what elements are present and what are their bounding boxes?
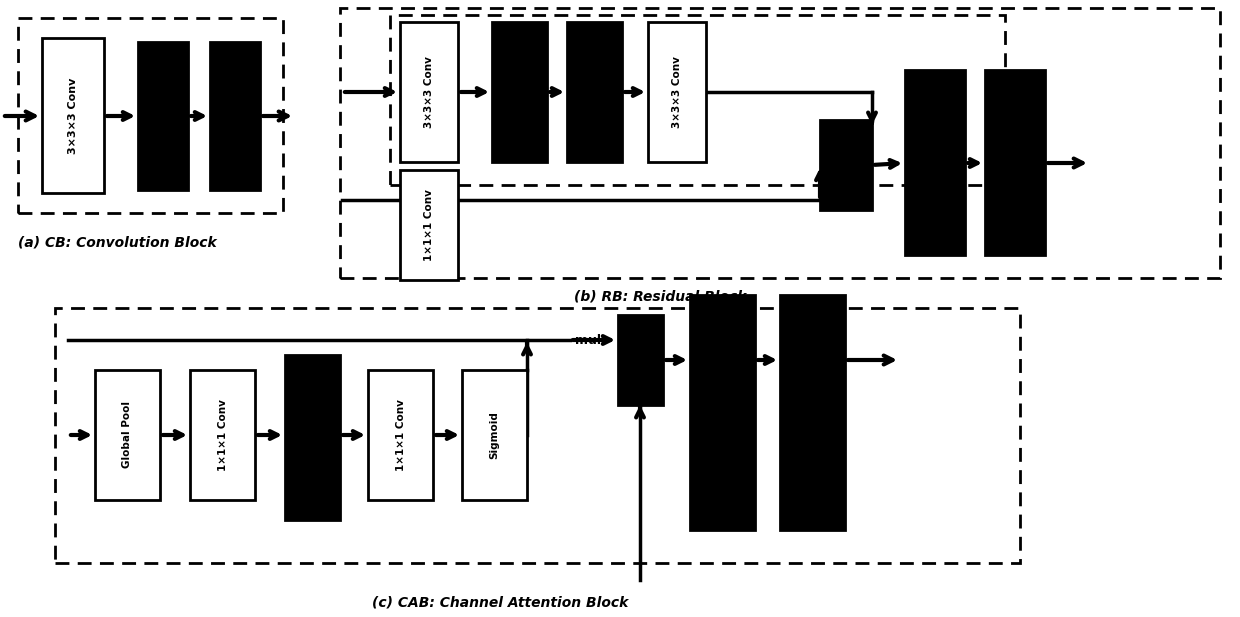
Text: Global Pool: Global Pool <box>123 402 133 468</box>
Bar <box>42 38 104 193</box>
Bar <box>780 295 844 530</box>
Text: (a) CB: Convolution Block: (a) CB: Convolution Block <box>19 235 217 249</box>
Text: 1×1×1 Conv: 1×1×1 Conv <box>396 399 405 471</box>
Bar <box>689 295 755 530</box>
Bar <box>401 170 458 280</box>
Bar <box>492 22 547 162</box>
Bar <box>285 355 340 520</box>
Text: 1×1×1 Conv: 1×1×1 Conv <box>424 189 434 261</box>
Bar <box>905 70 965 255</box>
Bar <box>55 308 1021 563</box>
Text: Sigmoid: Sigmoid <box>490 411 500 459</box>
Bar <box>649 22 706 162</box>
Text: (c) CAB: Channel Attention Block: (c) CAB: Channel Attention Block <box>372 595 629 609</box>
Bar <box>138 42 188 190</box>
Text: 3×3×3 Conv: 3×3×3 Conv <box>424 56 434 128</box>
Text: 3×3×3 Conv: 3×3×3 Conv <box>68 77 78 154</box>
Bar <box>618 315 663 405</box>
Bar <box>95 370 160 500</box>
Bar <box>985 70 1045 255</box>
Bar <box>19 18 283 213</box>
Text: 1×1×1 Conv: 1×1×1 Conv <box>217 399 227 471</box>
Text: 3×3×3 Conv: 3×3×3 Conv <box>672 56 682 128</box>
Text: (b) RB: Residual Block: (b) RB: Residual Block <box>574 290 746 304</box>
Text: mul: mul <box>575 334 601 347</box>
Bar <box>340 8 1220 278</box>
Bar <box>210 42 260 190</box>
Bar <box>463 370 527 500</box>
Bar <box>368 370 433 500</box>
Bar <box>190 370 255 500</box>
Bar <box>391 15 1004 185</box>
Bar <box>401 22 458 162</box>
Bar <box>820 120 872 210</box>
Bar <box>567 22 622 162</box>
